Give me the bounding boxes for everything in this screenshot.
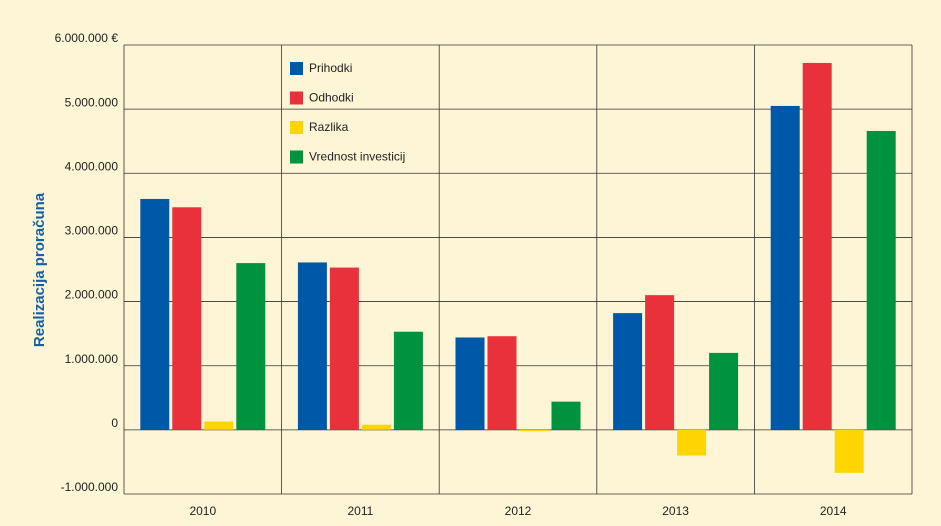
legend-label: Prihodki [309, 61, 352, 75]
y-tick-label: 6.000.000 € [55, 31, 119, 45]
bar [645, 295, 675, 430]
bar [770, 105, 800, 430]
y-tick-label: 0 [111, 416, 118, 430]
legend-swatch [290, 91, 303, 105]
legend-label: Odhodki [309, 91, 354, 105]
legend-label: Vrednost investicij [309, 150, 405, 164]
bar [677, 429, 707, 456]
legend-swatch [290, 62, 303, 75]
bar [709, 352, 739, 430]
bar [551, 401, 581, 430]
legend-label: Razlika [309, 120, 349, 134]
bar [140, 198, 170, 430]
bar [487, 336, 517, 430]
x-tick-label: 2014 [820, 504, 847, 518]
x-tick-label: 2010 [189, 504, 216, 518]
bar [172, 207, 202, 430]
x-tick-label: 2013 [662, 504, 689, 518]
bar [613, 313, 643, 430]
y-tick-label: 5.000.000 [65, 95, 119, 109]
bar [834, 429, 864, 473]
bar [519, 429, 549, 432]
y-tick-label: 2.000.000 [65, 288, 119, 302]
y-tick-label: 1.000.000 [65, 352, 119, 366]
bar [802, 62, 832, 430]
bar [455, 337, 485, 430]
bar [204, 421, 234, 430]
bar [393, 331, 423, 430]
y-tick-label: -1.000.000 [61, 480, 119, 494]
bar [297, 262, 327, 430]
y-tick-label: 4.000.000 [65, 159, 119, 173]
bar [361, 424, 391, 430]
bar [329, 267, 359, 430]
y-tick-label: 3.000.000 [65, 224, 119, 238]
x-tick-label: 2011 [347, 504, 373, 518]
y-axis-title: Realizacija proračuna [31, 192, 48, 347]
legend-swatch [290, 150, 303, 164]
bar [866, 130, 896, 430]
legend-swatch [290, 121, 303, 134]
bar [236, 263, 266, 430]
x-tick-label: 2012 [505, 504, 532, 518]
